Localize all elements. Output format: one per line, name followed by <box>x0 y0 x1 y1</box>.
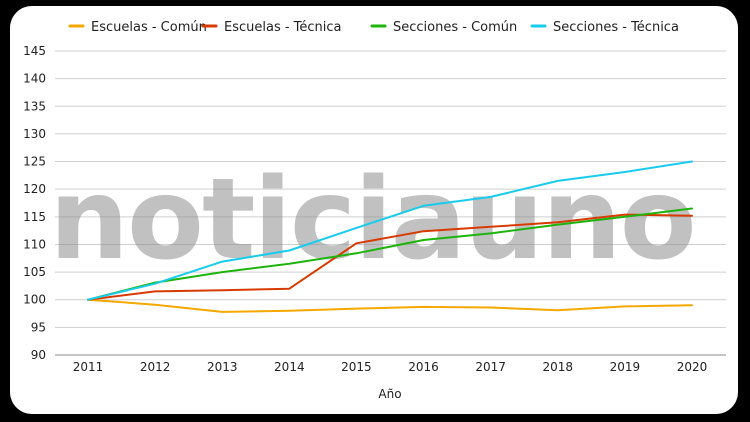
x-axis-title: Año <box>378 387 401 401</box>
legend-label: Secciones - Técnica <box>553 20 679 35</box>
y-tick-label: 95 <box>31 320 46 334</box>
x-tick-label: 2012 <box>140 360 171 374</box>
x-tick-label: 2019 <box>610 360 641 374</box>
series-line-4 <box>87 160 693 301</box>
x-tick-label: 2011 <box>73 360 104 374</box>
x-tick-label: 2020 <box>677 360 708 374</box>
series-line-3 <box>87 207 693 301</box>
x-tick-label: 2015 <box>341 360 372 374</box>
y-tick-label: 120 <box>23 182 46 196</box>
x-tick-label: 2017 <box>475 360 506 374</box>
series-line-2 <box>87 213 693 301</box>
x-tick-label: 2013 <box>207 360 238 374</box>
series-line-1 <box>87 298 693 313</box>
legend-label: Secciones - Común <box>393 20 517 35</box>
y-tick-label: 140 <box>23 72 46 86</box>
y-tick-label: 130 <box>23 127 46 141</box>
y-tick-label: 125 <box>23 155 46 169</box>
x-tick-label: 2014 <box>274 360 305 374</box>
gridlines <box>55 50 726 356</box>
y-tick-label: 115 <box>23 210 46 224</box>
y-tick-label: 145 <box>23 44 46 58</box>
y-tick-label: 110 <box>23 237 46 251</box>
y-tick-label: 100 <box>23 293 46 307</box>
legend-label: Escuelas - Común <box>91 20 207 35</box>
series-lines <box>87 160 693 313</box>
chart-panel <box>10 6 738 414</box>
y-tick-label: 135 <box>23 99 46 113</box>
x-tick-label: 2016 <box>408 360 439 374</box>
x-tick-label: 2018 <box>543 360 574 374</box>
legend-label: Escuelas - Técnica <box>224 20 342 35</box>
y-tick-label: 105 <box>23 265 46 279</box>
legend: Escuelas - Común Escuelas - Técnica Seccio… <box>68 20 679 35</box>
y-tick-label: 90 <box>31 348 46 362</box>
x-axis-ticks: 2011 2012 2013 2014 2015 2016 2017 2018 2019 2020 <box>73 360 708 374</box>
y-axis-ticks: 90 95 100 105 110 115 120 125 130 135 140 145 <box>23 44 46 362</box>
